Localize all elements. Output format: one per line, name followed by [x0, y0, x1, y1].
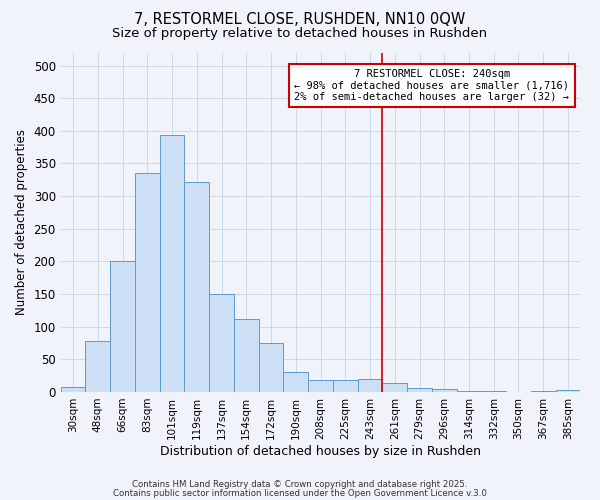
Bar [556, 390, 580, 392]
Bar [259, 343, 283, 392]
Bar [382, 384, 407, 392]
Bar [110, 262, 135, 392]
Text: 7, RESTORMEL CLOSE, RUSHDEN, NN10 0QW: 7, RESTORMEL CLOSE, RUSHDEN, NN10 0QW [134, 12, 466, 28]
Bar [531, 390, 556, 392]
Text: Contains public sector information licensed under the Open Government Licence v.: Contains public sector information licen… [113, 489, 487, 498]
Y-axis label: Number of detached properties: Number of detached properties [15, 129, 28, 315]
Text: Contains HM Land Registry data © Crown copyright and database right 2025.: Contains HM Land Registry data © Crown c… [132, 480, 468, 489]
Text: 7 RESTORMEL CLOSE: 240sqm
← 98% of detached houses are smaller (1,716)
2% of sem: 7 RESTORMEL CLOSE: 240sqm ← 98% of detac… [295, 69, 569, 102]
X-axis label: Distribution of detached houses by size in Rushden: Distribution of detached houses by size … [160, 444, 481, 458]
Bar [61, 386, 85, 392]
Bar [432, 388, 457, 392]
Bar [184, 182, 209, 392]
Bar [358, 379, 382, 392]
Bar [457, 390, 481, 392]
Bar [283, 372, 308, 392]
Bar [85, 341, 110, 392]
Bar [160, 136, 184, 392]
Text: Size of property relative to detached houses in Rushden: Size of property relative to detached ho… [112, 28, 488, 40]
Bar [333, 380, 358, 392]
Bar [209, 294, 234, 392]
Bar [481, 390, 506, 392]
Bar [234, 320, 259, 392]
Bar [407, 388, 432, 392]
Bar [308, 380, 333, 392]
Bar [135, 174, 160, 392]
